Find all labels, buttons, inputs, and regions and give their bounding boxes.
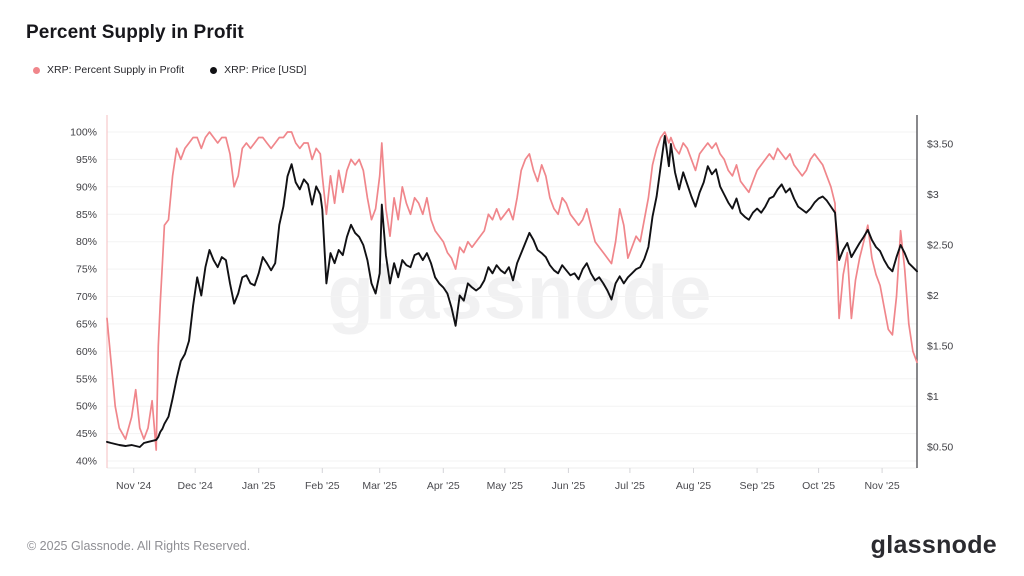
right-axis-label: $0.50 <box>927 442 953 454</box>
legend-label-percent-supply: XRP: Percent Supply in Profit <box>47 64 185 76</box>
x-axis-label: Dec '24 <box>178 480 213 492</box>
page-title: Percent Supply in Profit <box>26 22 244 43</box>
right-axis-label: $1 <box>927 391 939 403</box>
left-axis-label: 55% <box>76 373 97 385</box>
price-series-line <box>106 134 918 448</box>
legend-label-price: XRP: Price [USD] <box>224 64 307 76</box>
x-axis-label: Sep '25 <box>739 480 774 492</box>
left-axis-label: 85% <box>76 209 97 221</box>
left-axis-label: 100% <box>70 127 97 139</box>
left-axis-label: 45% <box>76 428 97 440</box>
x-axis-label: Aug '25 <box>676 480 711 492</box>
legend-item-percent-supply[interactable]: XRP: Percent Supply in Profit <box>33 64 184 76</box>
chart-legend: XRP: Percent Supply in Profit XRP: Price… <box>33 64 306 76</box>
x-axis-label: Feb '25 <box>305 480 340 492</box>
left-axis-label: 60% <box>76 346 97 358</box>
x-axis-label: Jan '25 <box>242 480 276 492</box>
left-axis-label: 70% <box>76 291 97 303</box>
x-axis-label: Jun '25 <box>552 480 586 492</box>
x-axis-label: Nov '25 <box>864 480 899 492</box>
x-axis-label: May '25 <box>487 480 524 492</box>
left-axis-label: 95% <box>76 154 97 166</box>
left-axis-label: 90% <box>76 181 97 193</box>
right-axis-label: $2 <box>927 290 939 302</box>
right-axis-label: $3 <box>927 189 939 201</box>
left-axis-label: 65% <box>76 318 97 330</box>
x-axis-label: Oct '25 <box>802 480 835 492</box>
x-axis-label: Mar '25 <box>362 480 397 492</box>
right-axis-label: $2.50 <box>927 240 953 252</box>
x-axis-label: Nov '24 <box>116 480 151 492</box>
right-axis-label: $3.50 <box>927 139 953 151</box>
glassnode-logo: glassnode <box>870 531 997 559</box>
legend-dot-percent-supply-icon <box>33 66 40 74</box>
percent-supply-series-line <box>106 131 918 451</box>
left-axis-label: 50% <box>76 401 97 413</box>
left-axis-label: 40% <box>76 456 97 468</box>
right-axis-label: $1.50 <box>927 341 953 353</box>
x-axis-label: Apr '25 <box>427 480 460 492</box>
legend-item-price[interactable]: XRP: Price [USD] <box>210 64 306 76</box>
legend-dot-price-icon <box>210 66 218 74</box>
left-axis-label: 80% <box>76 236 97 248</box>
copyright-text: © 2025 Glassnode. All Rights Reserved. <box>27 539 251 553</box>
x-axis-label: Jul '25 <box>615 480 645 492</box>
left-axis-label: 75% <box>76 264 97 276</box>
